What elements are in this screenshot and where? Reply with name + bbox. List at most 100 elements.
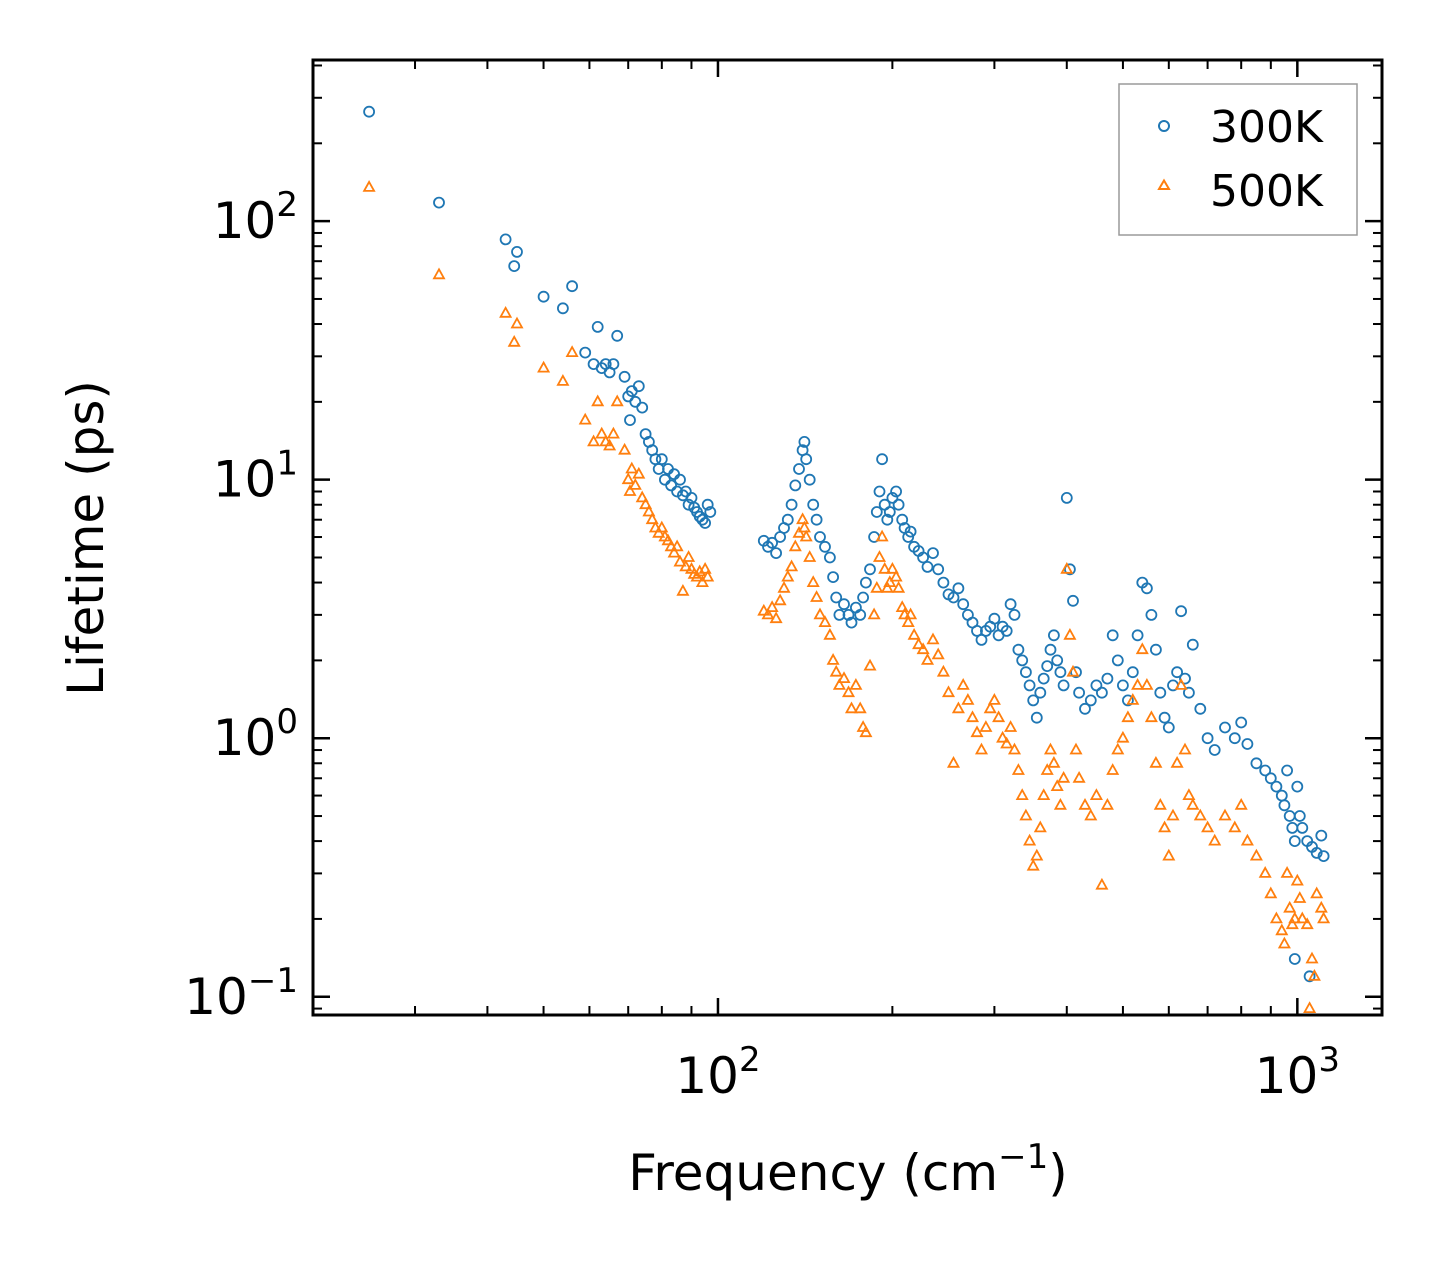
data-point-500k bbox=[880, 580, 894, 593]
data-point-300k bbox=[1073, 686, 1085, 699]
data-point-500k bbox=[1004, 720, 1018, 732]
data-point-300k bbox=[433, 196, 445, 209]
data-point-300k bbox=[766, 536, 778, 549]
data-point-500k bbox=[1040, 763, 1054, 775]
data-point-500k bbox=[693, 564, 707, 577]
data-point-300k bbox=[886, 491, 899, 504]
y-axis-label: Lifetime (ps) bbox=[57, 380, 115, 696]
data-point-500k bbox=[1162, 848, 1176, 861]
data-point-500k bbox=[645, 512, 659, 525]
data-point-500k bbox=[635, 490, 649, 503]
data-point-500k bbox=[537, 360, 551, 373]
data-point-300k bbox=[1241, 738, 1254, 750]
data-point-500k bbox=[1053, 797, 1067, 810]
data-point-500k bbox=[1121, 710, 1135, 723]
data-point-500k bbox=[499, 305, 513, 318]
data-point-500k bbox=[895, 600, 909, 612]
data-point-300k bbox=[810, 513, 823, 526]
data-point-300k bbox=[1126, 666, 1139, 679]
data-point-500k bbox=[844, 701, 859, 714]
data-point-500k bbox=[1063, 627, 1077, 640]
data-point-500k bbox=[667, 545, 681, 558]
data-point-500k bbox=[618, 442, 632, 455]
data-point-500k bbox=[507, 334, 521, 347]
data-point-500k bbox=[673, 554, 687, 567]
data-point-500k bbox=[863, 658, 877, 671]
data-point-500k bbox=[1305, 951, 1319, 964]
data-point-500k bbox=[661, 533, 675, 546]
data-point-500k bbox=[1234, 797, 1248, 810]
data-point-300k bbox=[363, 105, 376, 118]
data-point-500k bbox=[1153, 797, 1167, 810]
data-point-300k bbox=[807, 498, 820, 511]
data-point-500k bbox=[1166, 808, 1180, 821]
data-point-300k bbox=[1317, 850, 1330, 862]
data-point-500k bbox=[625, 461, 639, 474]
data-point-300k bbox=[838, 598, 850, 611]
data-point-500k bbox=[788, 539, 802, 552]
data-point-500k bbox=[1264, 886, 1278, 899]
data-point-300k bbox=[511, 245, 523, 258]
data-point-500k bbox=[682, 550, 696, 562]
data-point-300k bbox=[629, 395, 642, 408]
data-point-300k bbox=[1060, 491, 1073, 504]
data-point-300k bbox=[696, 513, 709, 526]
data-point-500k bbox=[1030, 848, 1044, 861]
data-point-300k bbox=[1090, 679, 1103, 692]
data-point-300k bbox=[537, 290, 550, 303]
data-point-500k bbox=[1149, 755, 1163, 768]
data-point-500k bbox=[1023, 833, 1037, 846]
data-point-500k bbox=[853, 701, 867, 714]
data-point-500k bbox=[992, 710, 1006, 723]
data-point-500k bbox=[983, 701, 997, 714]
data-point-500k bbox=[941, 685, 956, 698]
data-point-500k bbox=[1269, 911, 1283, 924]
data-point-500k bbox=[803, 550, 817, 562]
data-point-300k bbox=[1288, 835, 1301, 847]
data-point-500k bbox=[556, 374, 570, 386]
data-point-500k bbox=[892, 580, 906, 593]
plot-frame bbox=[311, 58, 1384, 1017]
data-point-500k bbox=[904, 607, 918, 620]
data-point-300k bbox=[873, 485, 886, 498]
data-point-500k bbox=[698, 561, 712, 574]
data-point-500k bbox=[872, 550, 887, 562]
data-point-500k bbox=[1275, 923, 1289, 936]
data-point-500k bbox=[1106, 763, 1120, 775]
data-point-500k bbox=[1066, 664, 1080, 677]
data-point-500k bbox=[781, 569, 795, 582]
data-point-500k bbox=[578, 412, 592, 425]
data-point-300k bbox=[1175, 605, 1187, 618]
data-point-500k bbox=[974, 742, 989, 755]
data-point-500k bbox=[1285, 917, 1299, 930]
data-point-500k bbox=[1126, 693, 1140, 705]
data-point-300k bbox=[1158, 711, 1171, 724]
data-point-500k bbox=[1240, 833, 1254, 846]
data-point-300k bbox=[845, 616, 858, 629]
data-point-300k bbox=[1278, 799, 1291, 812]
data-point-500k bbox=[1288, 911, 1302, 924]
data-point-300k bbox=[798, 435, 811, 448]
legend-box bbox=[1118, 83, 1358, 236]
data-point-500k bbox=[1193, 808, 1207, 821]
data-point-500k bbox=[648, 520, 662, 533]
data-point-500k bbox=[1050, 779, 1064, 791]
data-point-300k bbox=[674, 473, 686, 486]
data-point-500k bbox=[829, 664, 843, 677]
data-point-500k bbox=[621, 472, 635, 485]
data-point-300k bbox=[1228, 732, 1241, 745]
data-point-300k bbox=[1315, 829, 1328, 842]
data-point-300k bbox=[682, 498, 695, 511]
data-point-500k bbox=[1019, 808, 1033, 821]
data-point-500k bbox=[1277, 936, 1291, 949]
data-point-300k bbox=[1004, 598, 1017, 611]
data-point-500k bbox=[823, 627, 837, 640]
data-point-500k bbox=[1000, 736, 1014, 749]
data-point-500k bbox=[679, 559, 693, 572]
data-point-500k bbox=[1186, 797, 1200, 810]
data-point-300k bbox=[607, 358, 620, 371]
data-point-500k bbox=[936, 664, 950, 677]
data-point-500k bbox=[1011, 763, 1025, 775]
data-point-300k bbox=[1048, 629, 1060, 642]
data-point-300k bbox=[1162, 721, 1175, 734]
